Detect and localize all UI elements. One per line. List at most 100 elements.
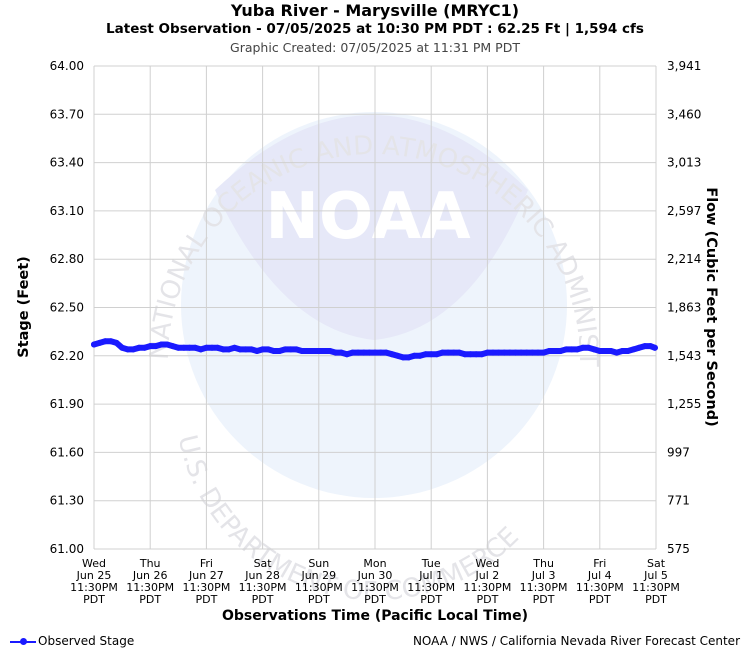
observed-stage-point bbox=[91, 341, 97, 348]
observed-stage-point bbox=[254, 348, 260, 354]
x-tick-label: PDT bbox=[645, 593, 667, 606]
y-tick-label: 63.10 bbox=[50, 204, 84, 218]
observed-stage-point bbox=[490, 349, 496, 356]
y2-tick-label: 771 bbox=[667, 494, 690, 508]
observed-stage-point bbox=[304, 348, 311, 354]
observed-stage-point bbox=[551, 348, 558, 354]
y2-tick-label: 3,460 bbox=[667, 107, 701, 121]
observed-stage-point bbox=[518, 349, 525, 356]
observed-stage-point bbox=[321, 348, 328, 354]
x-tick-label: Jun 27 bbox=[188, 569, 224, 582]
observed-stage-point bbox=[248, 346, 255, 353]
observed-stage-point bbox=[535, 349, 541, 356]
observed-stage-point bbox=[388, 351, 395, 358]
y-tick-label: 64.00 bbox=[50, 59, 84, 73]
observed-stage-point bbox=[338, 349, 345, 356]
observed-stage-point bbox=[141, 344, 148, 351]
y-tick-label: 61.90 bbox=[50, 397, 84, 411]
x-tick-label: 11:30PM bbox=[351, 581, 399, 594]
observed-stage-point bbox=[343, 351, 350, 358]
y-tick-label: 62.50 bbox=[50, 301, 84, 315]
observed-stage-point bbox=[220, 346, 227, 353]
x-tick-label: 11:30PM bbox=[520, 581, 568, 594]
observed-stage-point bbox=[293, 346, 300, 353]
observed-stage-point bbox=[585, 344, 592, 351]
x-tick-label: Jul 4 bbox=[587, 569, 612, 582]
observed-stage-point bbox=[651, 344, 658, 351]
y2-tick-label: 1,543 bbox=[667, 349, 701, 363]
observed-stage-point bbox=[557, 348, 564, 354]
observed-stage-point bbox=[647, 343, 654, 350]
chart-subtitle: Latest Observation - 07/05/2025 at 10:30… bbox=[106, 21, 644, 37]
legend-label: Observed Stage bbox=[38, 634, 135, 648]
observed-stage-point bbox=[579, 344, 586, 351]
observed-stage-point bbox=[327, 348, 333, 354]
observed-stage-point bbox=[568, 346, 575, 353]
observed-stage-point bbox=[124, 346, 131, 353]
observed-stage-point bbox=[405, 354, 412, 361]
x-tick-label: Jul 3 bbox=[531, 569, 556, 582]
observed-stage-point bbox=[619, 348, 626, 354]
observed-stage-point bbox=[394, 352, 401, 359]
observed-stage-point bbox=[147, 343, 154, 350]
observed-stage-point bbox=[456, 349, 463, 356]
y2-tick-label: 997 bbox=[667, 445, 690, 459]
y2-tick-label: 3,941 bbox=[667, 59, 701, 73]
x-tick-label: Jun 26 bbox=[132, 569, 168, 582]
observed-stage-point bbox=[624, 348, 631, 354]
observed-stage-point bbox=[197, 346, 204, 353]
y-tick-label: 63.70 bbox=[50, 107, 84, 121]
observed-stage-point bbox=[529, 349, 536, 356]
observed-stage-point bbox=[417, 352, 423, 359]
observed-stage-point bbox=[372, 349, 378, 356]
y-tick-label: 62.20 bbox=[50, 349, 84, 363]
y2-tick-label: 2,597 bbox=[667, 204, 701, 218]
x-tick-label: PDT bbox=[252, 593, 274, 606]
observed-stage-point bbox=[355, 349, 362, 356]
observed-stage-point bbox=[192, 344, 199, 351]
observed-stage-point bbox=[130, 346, 137, 353]
observed-stage-point bbox=[102, 338, 109, 345]
observed-stage-point bbox=[383, 349, 390, 356]
observed-stage-point bbox=[366, 349, 373, 356]
observed-stage-point bbox=[259, 346, 266, 353]
observed-stage-point bbox=[298, 348, 305, 354]
x-tick-label: Jul 2 bbox=[475, 569, 500, 582]
y-tick-label: 61.00 bbox=[50, 542, 84, 556]
x-tick-label: 11:30PM bbox=[295, 581, 343, 594]
x-tick-label: Jun 28 bbox=[244, 569, 280, 582]
y-tick-label: 61.60 bbox=[50, 445, 84, 459]
x-tick-label: PDT bbox=[195, 593, 217, 606]
x-tick-label: Wed bbox=[475, 557, 499, 570]
x-tick-label: Jun 29 bbox=[300, 569, 336, 582]
observed-stage-point bbox=[450, 349, 457, 356]
x-tick-label: Thu bbox=[532, 557, 554, 570]
x-tick-label: Jul 5 bbox=[643, 569, 668, 582]
credit-text: NOAA / NWS / California Nevada River For… bbox=[412, 634, 740, 648]
observed-stage-point bbox=[411, 352, 418, 359]
x-tick-label: Fri bbox=[593, 557, 606, 570]
x-tick-label: PDT bbox=[476, 593, 498, 606]
x-tick-label: Sat bbox=[254, 557, 273, 570]
y-tick-label: 61.30 bbox=[50, 494, 84, 508]
observed-stage-point bbox=[214, 344, 221, 351]
observed-stage-point bbox=[467, 351, 474, 358]
observed-stage-point bbox=[119, 344, 126, 351]
observed-stage-point bbox=[608, 348, 614, 354]
observed-stage-point bbox=[203, 344, 210, 351]
observed-stage-point bbox=[461, 351, 468, 358]
observed-stage-point bbox=[602, 348, 609, 354]
observed-stage-point bbox=[636, 344, 643, 351]
observed-stage-point bbox=[512, 349, 519, 356]
chart-title: Yuba River - Marysville (MRYC1) bbox=[230, 1, 520, 20]
observed-stage-point bbox=[506, 349, 513, 356]
observed-stage-point bbox=[563, 346, 570, 353]
y2-tick-label: 575 bbox=[667, 542, 690, 556]
observed-stage-point bbox=[377, 349, 384, 356]
observed-stage-point bbox=[360, 349, 367, 356]
observed-stage-point bbox=[613, 349, 620, 356]
observed-stage-point bbox=[428, 351, 435, 358]
